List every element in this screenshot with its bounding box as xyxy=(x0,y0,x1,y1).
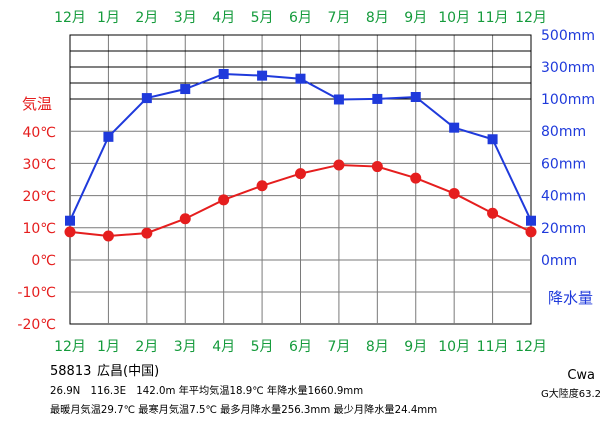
month-tick-label: 3月 xyxy=(174,339,197,355)
precipitation-axis: 500mm 300mm 100mm 80mm 60mm 40mm 20mm 0mm xyxy=(541,28,595,269)
month-tick-label: 1月 xyxy=(97,339,120,355)
data-series xyxy=(64,68,537,242)
month-tick-label: 5月 xyxy=(251,339,274,355)
month-tick-label: 2月 xyxy=(135,339,158,355)
temperature-point xyxy=(141,227,153,239)
temperature-axis-title: 気温 xyxy=(22,95,52,113)
temperature-tick-label: 20℃ xyxy=(22,189,56,205)
temperature-tick-label: -10℃ xyxy=(17,285,56,301)
station-summary-line1: 26.9N 116.3E 142.0m 年平均気温18.9℃ 年降水量1660.… xyxy=(50,384,363,397)
temperature-point xyxy=(295,168,306,180)
precipitation-point xyxy=(65,215,75,226)
temperature-tick-label: 30℃ xyxy=(22,157,56,173)
continentality-index: G大陸度63.2 xyxy=(541,387,601,400)
temperature-point xyxy=(256,180,268,192)
temperature-tick-label: 0℃ xyxy=(31,253,56,269)
temperature-point xyxy=(218,194,230,206)
month-tick-label: 7月 xyxy=(327,339,350,355)
month-tick-label: 7月 xyxy=(327,10,350,26)
precipitation-point xyxy=(141,93,152,104)
precipitation-point xyxy=(103,131,114,142)
precipitation-point xyxy=(257,70,268,81)
precipitation-point xyxy=(487,134,498,145)
month-tick-label: 1月 xyxy=(97,10,120,26)
temperature-point xyxy=(410,172,422,184)
precipitation-point xyxy=(333,94,344,105)
month-tick-label: 12月 xyxy=(515,339,547,355)
month-tick-label: 6月 xyxy=(289,339,312,355)
month-tick-label: 12月 xyxy=(54,10,86,26)
precipitation-point xyxy=(372,93,383,104)
station-name: 広昌(中国) xyxy=(97,364,159,379)
temperature-axis: 40℃ 30℃ 20℃ 10℃ 0℃ -10℃ -20℃ xyxy=(17,125,56,333)
temperature-point xyxy=(333,159,345,171)
month-tick-label: 11月 xyxy=(477,339,509,355)
temperature-point xyxy=(371,161,383,173)
temperature-point xyxy=(64,226,76,238)
month-tick-label: 10月 xyxy=(438,339,470,355)
month-tick-label: 10月 xyxy=(438,10,470,26)
month-tick-label: 3月 xyxy=(174,10,197,26)
month-tick-label: 6月 xyxy=(289,10,312,26)
month-tick-label: 8月 xyxy=(366,10,389,26)
precipitation-point xyxy=(410,92,421,102)
precipitation-tick-label: 300mm xyxy=(541,60,595,76)
precipitation-tick-label: 0mm xyxy=(541,253,577,269)
precipitation-point xyxy=(449,122,460,133)
temperature-tick-label: 10℃ xyxy=(22,221,56,237)
month-tick-label: 8月 xyxy=(366,339,389,355)
precipitation-tick-label: 500mm xyxy=(541,28,595,44)
station-summary-line2: 最暖月気温29.7℃ 最寒月気温7.5℃ 最多月降水量256.3mm 最少月降水… xyxy=(50,403,437,416)
precipitation-tick-label: 80mm xyxy=(541,124,586,140)
month-tick-label: 12月 xyxy=(54,339,86,355)
bottom-month-axis: 12月 1月 2月 3月 4月 5月 6月 7月 8月 9月 10月 11月 12月 xyxy=(54,339,547,355)
month-tick-label: 4月 xyxy=(212,339,235,355)
temperature-tick-label: 40℃ xyxy=(22,125,56,141)
temperature-tick-label: -20℃ xyxy=(17,317,56,333)
month-tick-label: 9月 xyxy=(404,339,427,355)
temperature-point xyxy=(179,213,191,225)
month-tick-label: 11月 xyxy=(477,10,509,26)
precipitation-tick-label: 40mm xyxy=(541,189,586,205)
month-tick-label: 4月 xyxy=(212,10,235,26)
precipitation-point xyxy=(218,68,229,79)
precipitation-tick-label: 20mm xyxy=(541,221,586,237)
month-tick-label: 5月 xyxy=(251,10,274,26)
koppen-classification: Cwa xyxy=(567,368,595,383)
precipitation-tick-label: 100mm xyxy=(541,92,595,108)
month-tick-label: 9月 xyxy=(404,10,427,26)
precipitation-tick-label: 60mm xyxy=(541,156,586,172)
precipitation-axis-title: 降水量 xyxy=(548,289,593,307)
temperature-point xyxy=(102,230,114,242)
precipitation-point xyxy=(526,215,536,226)
station-id: 58813 xyxy=(50,364,91,379)
temperature-point xyxy=(448,187,460,199)
month-tick-label: 2月 xyxy=(135,10,158,26)
precipitation-point xyxy=(180,84,191,95)
temperature-point xyxy=(525,226,537,238)
top-month-axis: 12月 1月 2月 3月 4月 5月 6月 7月 8月 9月 10月 11月 12月 xyxy=(54,10,547,26)
month-tick-label: 12月 xyxy=(515,10,547,26)
precipitation-point xyxy=(295,73,306,84)
temperature-point xyxy=(487,207,499,219)
